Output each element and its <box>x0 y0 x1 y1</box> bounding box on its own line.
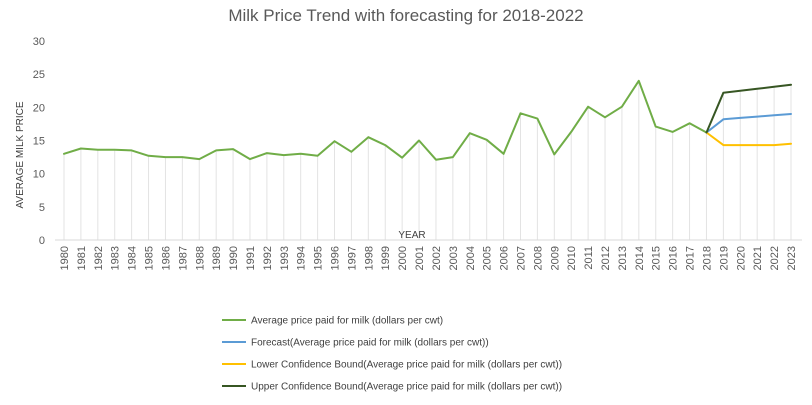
x-tick-label: 1989 <box>211 246 223 270</box>
legend-label: Lower Confidence Bound(Average price pai… <box>251 360 562 371</box>
x-tick-label: 2001 <box>414 246 426 270</box>
x-tick-label: 1997 <box>346 246 358 270</box>
series-lines <box>63 79 792 161</box>
x-tick-label: 2005 <box>482 246 494 270</box>
x-tick-label: 2008 <box>532 246 544 270</box>
x-tick-label: 1996 <box>330 246 342 270</box>
series-line <box>705 113 792 134</box>
x-tick-label: 1984 <box>127 246 139 270</box>
x-tick-label: 2013 <box>617 246 629 270</box>
x-tick-label: 1991 <box>245 246 257 270</box>
y-tick-label: 15 <box>33 136 45 148</box>
series-line <box>705 83 792 134</box>
x-tick-label: 1992 <box>262 246 274 270</box>
x-tick-label: 2014 <box>634 246 646 270</box>
series-line <box>63 79 708 161</box>
x-tick-label: 1983 <box>110 246 122 270</box>
legend-label: Upper Confidence Bound(Average price pai… <box>251 382 562 393</box>
x-axis-ticks: 1980 1981 1982 1983 1984 1985 1986 1987 1988 1989… <box>59 246 798 270</box>
drop-lines <box>63 80 792 240</box>
legend: Average price paid for milk (dollars per… <box>222 316 562 393</box>
y-axis-title: AVERAGE MILK PRICE <box>15 101 26 208</box>
x-tick-label: 1986 <box>160 246 172 270</box>
legend-label: Forecast(Average price paid for milk (do… <box>251 338 489 349</box>
y-tick-label: 0 <box>39 235 45 247</box>
y-tick-label: 20 <box>33 102 45 114</box>
x-tick-label: 2015 <box>651 246 663 270</box>
y-tick-label: 10 <box>33 169 45 181</box>
x-tick-label: 2002 <box>431 246 443 270</box>
x-tick-label: 2016 <box>668 246 680 270</box>
y-tick-label: 25 <box>33 69 45 81</box>
x-tick-label: 1988 <box>194 246 206 270</box>
legend-label: Average price paid for milk (dollars per… <box>251 316 443 327</box>
x-tick-label: 2017 <box>685 246 697 270</box>
x-tick-label: 2003 <box>448 246 460 270</box>
x-tick-label: 2020 <box>735 246 747 270</box>
x-tick-label: 1993 <box>279 246 291 270</box>
x-tick-label: 1981 <box>76 246 88 270</box>
chart-title: Milk Price Trend with forecasting for 20… <box>228 6 583 25</box>
x-tick-label: 2004 <box>465 246 477 270</box>
x-tick-label: 2006 <box>499 246 511 270</box>
x-tick-label: 2009 <box>549 246 561 270</box>
x-tick-label: 1987 <box>177 246 189 270</box>
x-tick-label: 2023 <box>786 246 798 270</box>
x-tick-label: 1995 <box>313 246 325 270</box>
x-tick-label: 1994 <box>296 246 308 270</box>
x-tick-label: 2022 <box>769 246 781 270</box>
x-tick-label: 2018 <box>701 246 713 270</box>
series-line <box>705 131 792 147</box>
x-tick-label: 2019 <box>718 246 730 270</box>
x-tick-label: 2010 <box>566 246 578 270</box>
x-tick-label: 2011 <box>583 246 595 270</box>
x-tick-label: 2021 <box>752 246 764 270</box>
x-tick-label: 1998 <box>363 246 375 270</box>
x-tick-label: 2000 <box>397 246 409 270</box>
x-tick-label: 2012 <box>600 246 612 270</box>
x-tick-label: 1980 <box>59 246 71 270</box>
x-tick-label: 1990 <box>228 246 240 270</box>
x-tick-label: 1985 <box>144 246 156 270</box>
x-axis-title: YEAR <box>398 230 425 241</box>
y-axis-ticks: 0 5 10 15 20 25 30 <box>33 36 45 247</box>
x-tick-label: 1982 <box>93 246 105 270</box>
x-tick-label: 1999 <box>380 246 392 270</box>
y-tick-label: 30 <box>33 36 45 48</box>
y-tick-label: 5 <box>39 202 45 214</box>
x-tick-label: 2007 <box>515 246 527 270</box>
